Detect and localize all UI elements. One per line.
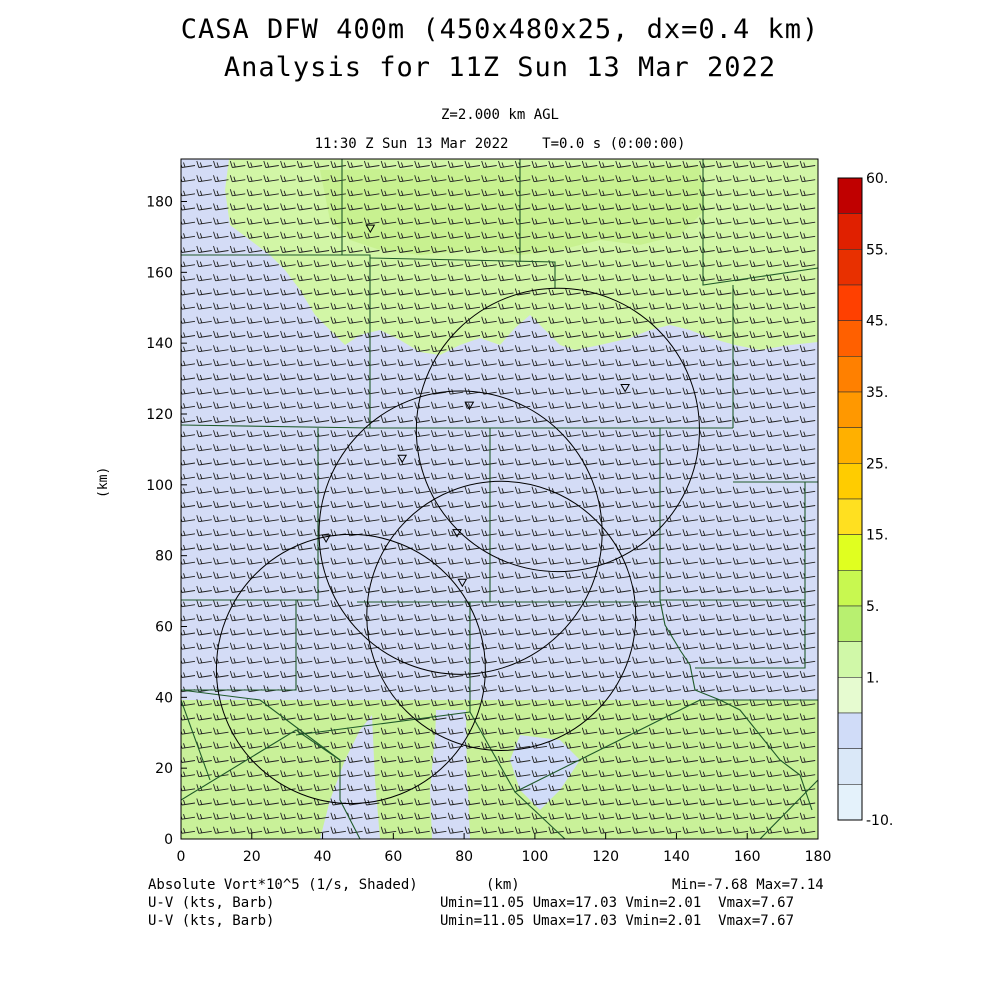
colorbar-label: 15. (866, 528, 888, 544)
colorbar-segment (837, 320, 863, 357)
colorbar-segment (837, 784, 863, 821)
colorbar-label: -10. (866, 813, 893, 829)
x-tick-label: 80 (455, 849, 473, 865)
x-tick-label: 40 (314, 849, 332, 865)
colorbar-label: 60. (866, 171, 888, 187)
field-min-max: Min=-7.68 Max=7.14 (672, 877, 824, 893)
y-tick-label: 100 (146, 478, 173, 494)
colorbar-label: 55. (866, 242, 888, 258)
colorbar-segment (837, 605, 863, 642)
colorbar-segment (837, 641, 863, 678)
radar-site-marker (457, 578, 468, 588)
wind-barb-set (181, 160, 816, 834)
field-description: Absolute Vort*10^5 (1/s, Shaded) (148, 877, 418, 893)
wind-barbs (181, 160, 816, 834)
field-region-south-strip (432, 710, 468, 839)
barb-description-1: U-V (kts, Barb) (148, 895, 275, 911)
x-tick-label: 120 (592, 849, 619, 865)
colorbar-segment (837, 391, 863, 428)
colorbar-segment (837, 570, 863, 607)
y-tick-label: 180 (146, 195, 173, 211)
colorbar-label: 35. (866, 385, 888, 401)
y-axis: 0 20 40 60 80 100 120 140 160 180 (146, 195, 187, 848)
radar-site-marker (464, 401, 475, 411)
x-tick-label: 160 (734, 849, 761, 865)
vorticity-field (181, 159, 818, 839)
colorbar-segment (837, 677, 863, 714)
y-tick-label: 40 (155, 690, 173, 706)
colorbar-segment (837, 427, 863, 464)
plot-frame (180, 158, 819, 840)
radar-site-marker (452, 529, 462, 538)
colorbar-segment (837, 463, 863, 500)
radar-range-rings (215, 287, 700, 805)
colorbar-label: 1. (866, 670, 879, 686)
colorbar-segment (837, 284, 863, 321)
barb-range-1: Umin=11.05 Umax=17.03 Vmin=2.01 Vmax=7.6… (440, 895, 795, 911)
valid-time-label: 11:30 Z Sun 13 Mar 2022 T=0.0 s (0:00:00… (314, 136, 686, 152)
range-ring (215, 533, 486, 805)
radar-site-marker (365, 224, 376, 234)
colorbar-frame (837, 177, 863, 821)
colorbar-segment (837, 249, 863, 286)
field-region-north-core (320, 165, 705, 255)
colorbar-segment (837, 356, 863, 393)
colorbar-segment (837, 534, 863, 571)
x-axis: 0 20 40 60 80 100 120 140 160 180 (177, 833, 832, 865)
x-tick-label: 0 (177, 849, 186, 865)
plot-subtitle: Analysis for 11Z Sun 13 Mar 2022 (223, 52, 777, 83)
colorbar-label: 25. (866, 456, 888, 472)
colorbar-segment (837, 748, 863, 785)
plot-title: CASA DFW 400m (450x480x25, dx=0.4 km) (180, 14, 820, 45)
y-tick-label: 160 (146, 265, 173, 281)
radar-site-marker (321, 534, 331, 543)
y-tick-label: 140 (146, 336, 173, 352)
colorbar: 60. 55. 45. 35. 25. 15. 5. 1. -10. (837, 171, 893, 829)
field-region-southeast-blue (510, 735, 580, 810)
x-tick-label: 100 (522, 849, 549, 865)
x-tick-label: 140 (663, 849, 690, 865)
colorbar-segment (837, 213, 863, 250)
y-tick-label: 120 (146, 407, 173, 423)
level-label: Z=2.000 km AGL (440, 107, 559, 123)
barb-description-2: U-V (kts, Barb) (148, 913, 275, 929)
barb-range-2: Umin=11.05 Umax=17.03 Vmin=2.01 Vmax=7.6… (440, 913, 795, 929)
colorbar-segment (837, 177, 863, 214)
range-ring (415, 287, 700, 573)
x-tick-label: 60 (384, 849, 402, 865)
x-axis-label: (km) (486, 877, 520, 893)
colorbar-label: 5. (866, 599, 879, 615)
radar-site-marker (397, 454, 408, 464)
colorbar-segment (837, 712, 863, 749)
x-tick-label: 180 (805, 849, 832, 865)
colorbar-label: 45. (866, 314, 888, 330)
range-ring (318, 390, 603, 675)
y-tick-label: 20 (155, 761, 173, 777)
x-tick-label: 20 (243, 849, 261, 865)
y-tick-label: 60 (155, 620, 173, 636)
y-tick-label: 0 (164, 832, 173, 848)
y-tick-label: 80 (155, 549, 173, 565)
range-ring (366, 480, 637, 751)
radar-sites (321, 224, 630, 588)
colorbar-segment (837, 498, 863, 535)
county-boundaries (181, 159, 818, 839)
radar-site-marker (620, 383, 630, 393)
